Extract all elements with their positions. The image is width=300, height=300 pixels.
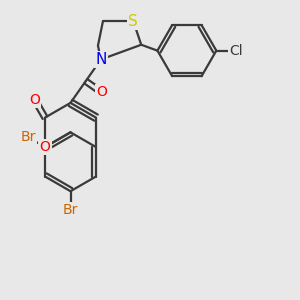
Text: S: S [128, 14, 138, 29]
Text: O: O [96, 85, 107, 99]
Text: Cl: Cl [229, 44, 243, 58]
Text: O: O [29, 93, 40, 107]
Text: N: N [95, 52, 106, 67]
Text: Br: Br [63, 203, 78, 218]
Text: O: O [40, 140, 50, 154]
Text: Br: Br [21, 130, 36, 145]
